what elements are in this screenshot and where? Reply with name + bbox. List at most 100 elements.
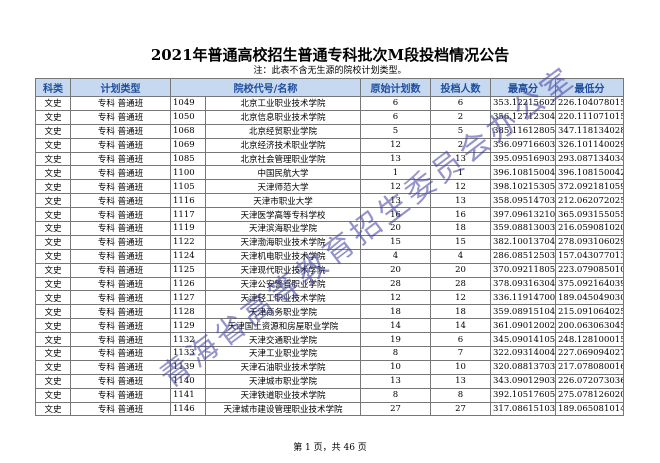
table-cell: 382.100137045 xyxy=(490,234,556,250)
table-cell: 天津机电职业技术学院 xyxy=(205,248,361,264)
table-cell: 343.090129032 xyxy=(490,373,556,389)
table-cell: 248.128100015 xyxy=(555,332,624,348)
table-cell: 文史 xyxy=(35,109,71,125)
table-cell: 天津现代职业技术学院 xyxy=(205,262,361,278)
table-cell: 28 xyxy=(360,276,431,292)
table-cell: 文史 xyxy=(35,276,71,292)
table-cell: 372.092181059 xyxy=(555,179,624,195)
table-cell: 353.122156029 xyxy=(490,96,556,111)
table-cell: 326.101140029 xyxy=(555,137,624,153)
table-cell: 396.108150042 xyxy=(555,165,624,181)
table-cell: 370.092118059 xyxy=(490,262,556,278)
table-cell: 专科 普通班 xyxy=(70,318,171,334)
table-cell: 2 xyxy=(430,137,491,153)
table-cell: 专科 普通班 xyxy=(70,276,171,292)
table-cell: 文史 xyxy=(35,290,71,306)
table-cell: 1140 xyxy=(170,373,206,389)
table-cell: 13 xyxy=(430,193,491,209)
table-cell: 15 xyxy=(360,234,431,250)
table-cell: 天津市职业大学 xyxy=(205,193,361,209)
table-cell: 1141 xyxy=(170,387,206,403)
table-cell: 4 xyxy=(430,248,491,264)
table-cell: 19 xyxy=(360,332,431,348)
column-header: 投档人数 xyxy=(430,78,491,97)
table-cell: 12 xyxy=(360,137,431,153)
column-header: 科类 xyxy=(35,78,71,97)
table-cell: 320.088137038 xyxy=(490,359,556,375)
table-cell: 文史 xyxy=(35,123,71,139)
table-cell: 文史 xyxy=(35,332,71,348)
table-cell: 北京经济技术职业学院 xyxy=(205,137,361,153)
table-cell: 文史 xyxy=(35,373,71,389)
table-row: 文史 专科 普通班 1116 天津市职业大学 13 13 358.095147039 212.… xyxy=(35,193,624,209)
table-cell: 1116 xyxy=(170,193,206,209)
table-cell: 1049 xyxy=(170,96,206,111)
table-cell: 1129 xyxy=(170,318,206,334)
table-cell: 358.095147039 xyxy=(490,193,556,209)
table-cell: 天津渤海职业技术学院 xyxy=(205,234,361,250)
table-cell: 中国民航大学 xyxy=(205,165,361,181)
table-cell: 1146 xyxy=(170,401,206,417)
note: 注：此表不含无生源的院校计划类型。 xyxy=(253,66,407,76)
table: 科类 计划类型 院校代号/名称 原始计划数 投档人数 最高分 最低分 文史 专科 普通班 104… xyxy=(35,78,624,417)
table-cell: 200.063063045 xyxy=(555,318,624,334)
table-cell: 专科 普通班 xyxy=(70,151,171,167)
table-cell: 10 xyxy=(430,359,491,375)
table-row: 文史 专科 普通班 1049 北京工业职业技术学院 6 6 353.122156029 226… xyxy=(35,96,624,111)
table-cell: 398.102153051 xyxy=(490,179,556,195)
table-cell: 223.079085010 xyxy=(555,262,624,278)
table-cell: 392.105176057 xyxy=(490,387,556,403)
table-cell: 文史 xyxy=(35,207,71,223)
table-cell: 20 xyxy=(430,262,491,278)
column-header: 计划类型 xyxy=(70,78,171,97)
table-row: 文史 专科 普通班 1133 天津工业职业学院 8 7 322.093140046 227.0… xyxy=(35,346,624,361)
table-cell: 336.119147009 xyxy=(490,290,556,306)
table-cell: 1119 xyxy=(170,221,206,236)
table-cell: 395.095169037 xyxy=(490,151,556,167)
table-cell: 文史 xyxy=(35,137,71,153)
table-cell: 13 xyxy=(430,151,491,167)
table-cell: 1117 xyxy=(170,207,206,223)
table-cell: 1127 xyxy=(170,290,206,306)
table-cell: 1 xyxy=(360,165,431,181)
table-cell: 天津商务职业学院 xyxy=(205,304,361,320)
table-cell: 专科 普通班 xyxy=(70,359,171,375)
table-cell: 359.089151044 xyxy=(490,304,556,320)
title: 2021年普通高校招生普通专科批次M段投档情况公告 xyxy=(150,46,510,64)
table-cell: 文史 xyxy=(35,359,71,375)
table-cell: 6 xyxy=(360,109,431,125)
table-cell: 6 xyxy=(430,332,491,348)
table-cell: 356.127123043 xyxy=(490,109,556,125)
table-cell: 2 xyxy=(430,109,491,125)
table-cell: 专科 普通班 xyxy=(70,373,171,389)
table-cell: 专科 普通班 xyxy=(70,137,171,153)
table-cell: 361.090120024 xyxy=(490,318,556,334)
table-cell: 文史 xyxy=(35,221,71,236)
table-cell: 天津工业职业学院 xyxy=(205,346,361,361)
table-row: 文史 专科 普通班 1126 天津公安警官职业学院 28 28 378.093163048 3… xyxy=(35,276,624,292)
table-row: 文史 专科 普通班 1122 天津渤海职业技术学院 15 15 382.100137045 2… xyxy=(35,234,624,250)
table-cell: 1122 xyxy=(170,234,206,250)
table-cell: 天津国土资源和房屋职业学院 xyxy=(205,318,361,334)
table-cell: 文史 xyxy=(35,387,71,403)
table-cell: 7 xyxy=(430,346,491,361)
table-cell: 278.093106029 xyxy=(555,234,624,250)
table-cell: 217.078080016 xyxy=(555,359,624,375)
table-cell: 385.116128056 xyxy=(490,123,556,139)
table-cell: 1133 xyxy=(170,346,206,361)
table-cell: 文史 xyxy=(35,179,71,195)
table-cell: 365.093155055 xyxy=(555,207,624,223)
table-cell: 20 xyxy=(360,262,431,278)
table-cell: 215.091064025 xyxy=(555,304,624,320)
table-cell: 文史 xyxy=(35,234,71,250)
table-cell: 345.090141054 xyxy=(490,332,556,348)
table-cell: 226.104078015 xyxy=(555,96,624,111)
table-cell: 20 xyxy=(360,221,431,236)
table-row: 文史 专科 普通班 1105 天津师范大学 12 12 398.102153051 372.0… xyxy=(35,179,624,195)
table-row: 文史 专科 普通班 1117 天津医学高等专科学校 16 16 397.096132108 3… xyxy=(35,207,624,223)
table-cell: 专科 普通班 xyxy=(70,304,171,320)
table-cell: 专科 普通班 xyxy=(70,346,171,361)
table-cell: 1128 xyxy=(170,304,206,320)
table-cell: 1132 xyxy=(170,332,206,348)
table-row: 文史 专科 普通班 1125 天津现代职业技术学院 20 20 370.092118059 2… xyxy=(35,262,624,278)
